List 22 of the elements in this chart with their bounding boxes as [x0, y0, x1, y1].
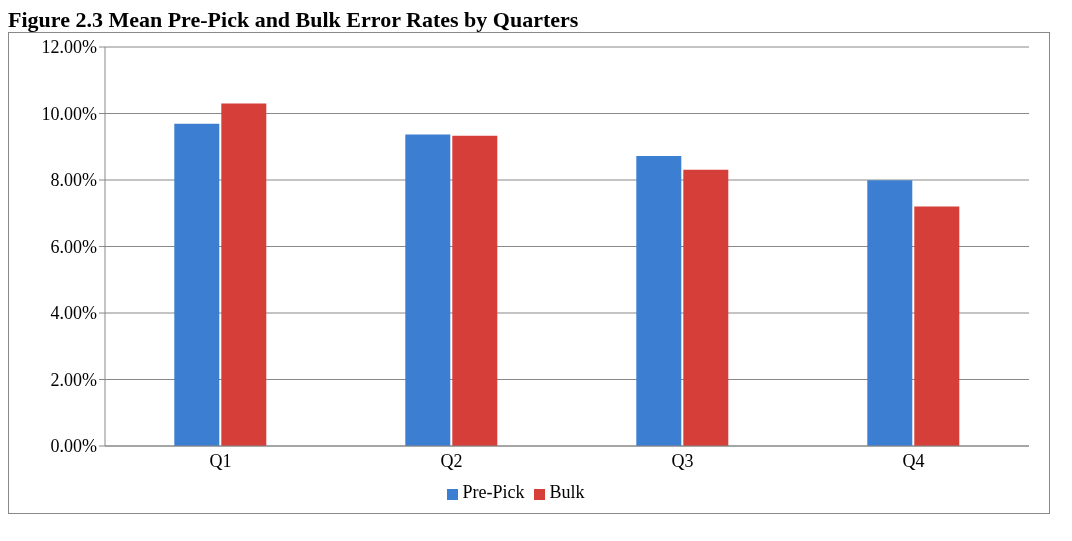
bar — [405, 134, 451, 446]
bar — [636, 156, 682, 446]
bar — [683, 169, 729, 446]
x-tick-label: Q3 — [671, 450, 694, 471]
y-tick-label: 8.00% — [50, 170, 97, 191]
y-tick-label: 6.00% — [50, 236, 97, 257]
bar — [174, 123, 220, 446]
x-tick-label: Q1 — [209, 450, 232, 471]
x-tick-label: Q4 — [902, 450, 925, 471]
chart-title: Figure 2.3 Mean Pre-Pick and Bulk Error Rates by Quarters — [8, 7, 580, 32]
y-tick-label: 0.00% — [50, 436, 97, 457]
y-tick-label: 4.00% — [50, 303, 97, 324]
y-tick-label: 10.00% — [41, 103, 97, 124]
y-tick-label: 12.00% — [41, 37, 97, 58]
bar — [221, 103, 267, 446]
bar — [452, 135, 498, 446]
y-tick-label: 2.00% — [50, 369, 97, 390]
legend-label: Bulk — [549, 482, 585, 502]
bar — [867, 180, 913, 446]
bar — [914, 206, 960, 446]
legend-label: Pre-Pick — [462, 482, 525, 502]
x-tick-label: Q2 — [440, 450, 463, 471]
